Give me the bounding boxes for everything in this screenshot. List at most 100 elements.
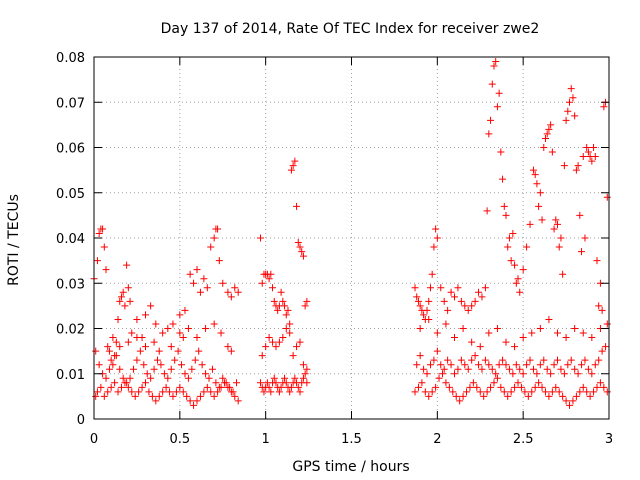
data-point <box>487 116 495 124</box>
data-point <box>426 361 434 369</box>
data-point <box>595 302 603 310</box>
data-point <box>536 361 544 369</box>
y-tick-label: 0.06 <box>56 142 85 157</box>
data-point <box>193 266 201 274</box>
data-point <box>550 361 558 369</box>
data-point <box>411 284 419 292</box>
data-point <box>133 356 141 364</box>
data-point <box>274 306 282 314</box>
data-point <box>265 383 273 391</box>
data-point <box>468 338 476 346</box>
data-point <box>493 103 501 111</box>
data-point <box>588 370 596 378</box>
data-point <box>112 338 120 346</box>
data-point <box>509 229 517 237</box>
data-point <box>485 130 493 138</box>
data-point <box>148 392 156 400</box>
data-point <box>545 315 553 323</box>
data-point <box>301 302 309 310</box>
data-point <box>579 153 587 161</box>
data-point <box>191 356 199 364</box>
data-point <box>438 370 446 378</box>
data-point <box>299 361 307 369</box>
data-point <box>287 383 295 391</box>
data-point <box>541 134 549 142</box>
data-point <box>142 379 149 387</box>
data-point <box>231 392 239 400</box>
data-point <box>121 302 129 310</box>
data-point <box>547 370 555 378</box>
data-point <box>492 370 500 378</box>
data-point <box>123 261 131 269</box>
data-point <box>511 343 519 351</box>
data-point <box>227 293 235 301</box>
data-point <box>533 180 541 188</box>
data-point <box>160 370 168 378</box>
data-point <box>559 392 567 400</box>
data-point <box>219 374 227 382</box>
data-point <box>267 388 275 396</box>
data-point <box>195 347 203 355</box>
data-points <box>90 58 611 409</box>
data-point <box>102 374 110 382</box>
data-point <box>142 311 149 319</box>
data-point <box>476 388 484 396</box>
data-point <box>117 293 125 301</box>
data-point <box>147 302 155 310</box>
data-point <box>531 171 539 179</box>
data-point <box>481 356 489 364</box>
data-point <box>511 261 519 269</box>
data-point <box>207 388 215 396</box>
data-point <box>586 392 594 400</box>
y-tick-label: 0.08 <box>56 51 85 66</box>
data-point <box>414 383 422 391</box>
data-point <box>272 379 280 387</box>
data-point <box>550 225 558 233</box>
data-point <box>269 284 277 292</box>
chart-title: Day 137 of 2014, Rate Of TEC Index for r… <box>161 21 540 37</box>
data-point <box>231 284 239 292</box>
data-point <box>576 211 584 219</box>
data-point <box>129 365 137 373</box>
data-point <box>425 392 433 400</box>
x-tick-label: 3 <box>605 432 613 447</box>
data-point <box>411 388 419 396</box>
data-point <box>150 338 158 346</box>
data-point <box>569 397 577 405</box>
data-point <box>418 379 426 387</box>
data-point <box>92 347 100 355</box>
data-point <box>193 334 201 342</box>
data-point <box>100 243 108 251</box>
data-point <box>478 365 486 373</box>
data-point <box>552 216 560 224</box>
data-point <box>571 112 579 120</box>
data-point <box>600 103 608 111</box>
data-point <box>500 202 508 210</box>
data-point <box>152 320 160 328</box>
data-point <box>133 334 141 342</box>
data-point <box>186 270 194 278</box>
data-point <box>451 370 458 378</box>
data-point <box>480 392 488 400</box>
data-point <box>196 392 204 400</box>
data-point <box>473 383 481 391</box>
data-point <box>461 302 469 310</box>
data-point <box>414 297 422 305</box>
x-tick-label: 1.5 <box>341 432 362 447</box>
data-point <box>428 388 436 396</box>
data-point <box>536 325 544 332</box>
data-point <box>490 379 498 387</box>
data-point <box>433 234 441 242</box>
data-point <box>104 343 112 351</box>
data-point <box>234 288 242 296</box>
axis-ticks <box>93 56 610 420</box>
data-point <box>413 293 421 301</box>
data-point <box>200 388 208 396</box>
data-point <box>497 383 505 391</box>
data-point <box>463 388 471 396</box>
data-point <box>289 162 297 170</box>
data-point <box>590 144 598 151</box>
data-point <box>571 325 579 332</box>
data-point <box>212 379 220 387</box>
data-point <box>203 284 211 292</box>
